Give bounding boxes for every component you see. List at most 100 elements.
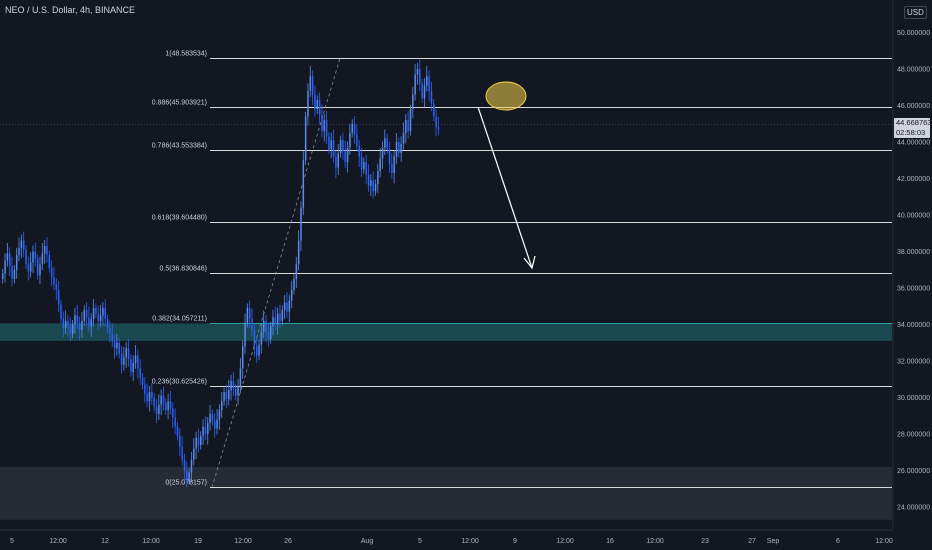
candle-body — [379, 158, 381, 172]
candle-body — [155, 406, 158, 414]
fib-label-0-886: 0.886(45.903921) — [152, 100, 207, 107]
candle-body — [302, 160, 305, 208]
candle-body — [260, 331, 263, 345]
candle-body — [209, 413, 211, 424]
candle-body — [351, 123, 353, 133]
candle-body — [398, 142, 400, 153]
fib-label-1: 1(48.583534) — [165, 51, 207, 58]
candle-body — [323, 120, 326, 132]
candle-body — [356, 134, 358, 146]
candle-body — [160, 395, 162, 405]
candle-body — [11, 266, 13, 279]
candle-body — [153, 397, 155, 407]
candle-body — [337, 152, 340, 168]
candle-body — [48, 255, 51, 268]
candle-body — [13, 269, 16, 279]
candle-body — [211, 413, 214, 422]
price-tick-label: 42.000000 — [897, 176, 930, 183]
candle-body — [251, 319, 253, 330]
candle-body — [300, 207, 302, 241]
candle-body — [190, 459, 193, 473]
price-tick-label: 36.000000 — [897, 286, 930, 293]
time-tick-label: 12:00 — [49, 538, 67, 545]
candle-body — [76, 315, 79, 323]
time-axis[interactable] — [0, 530, 893, 550]
candle-body — [50, 267, 53, 278]
candle-body — [377, 171, 379, 184]
candle-body — [120, 353, 123, 365]
candle-body — [151, 392, 153, 398]
symbol-title[interactable]: NEO / U.S. Dollar, 4h, BINANCE — [5, 5, 136, 15]
candle-body — [60, 304, 62, 320]
candle-body — [200, 435, 202, 445]
candle-body — [360, 156, 363, 170]
last-price: 44.668763 — [896, 118, 932, 127]
candle-body — [239, 368, 242, 387]
price-axis[interactable] — [893, 0, 932, 530]
candle-body — [304, 116, 307, 161]
candle-body — [67, 320, 69, 327]
candle-body — [295, 264, 298, 279]
candle-body — [71, 324, 74, 334]
candle-body — [176, 426, 179, 436]
candle-body — [433, 103, 435, 117]
candle-body — [381, 147, 384, 159]
candle-body — [148, 392, 151, 402]
candle-body — [414, 74, 416, 95]
candle-body — [419, 69, 421, 84]
candle-body — [267, 331, 270, 340]
candle-body — [4, 260, 6, 274]
price-tick-label: 46.000000 — [897, 103, 930, 110]
target-ellipse[interactable] — [485, 81, 527, 111]
candle-body — [235, 388, 237, 396]
candle-body — [118, 342, 120, 354]
time-tick-label: 12:00 — [461, 538, 479, 545]
candle-body — [311, 76, 314, 95]
candle-body — [43, 246, 46, 254]
candle-body — [286, 302, 288, 312]
time-tick-label: Aug — [361, 538, 374, 545]
candle-body — [113, 340, 116, 349]
candle-body — [90, 319, 93, 327]
price-tick-label: 30.000000 — [897, 395, 930, 402]
candle-body — [99, 315, 102, 321]
time-tick-label: 5 — [10, 538, 14, 545]
time-tick-label: 23 — [701, 538, 709, 545]
candle-body — [32, 251, 34, 263]
candle-body — [363, 162, 365, 170]
time-tick-label: 5 — [418, 538, 422, 545]
price-tick-label: 50.000000 — [897, 30, 930, 37]
candle-body — [221, 401, 223, 411]
candle-body — [41, 253, 44, 265]
time-tick-label: 16 — [606, 538, 614, 545]
candle-body — [405, 120, 407, 133]
fibonacci-retracement[interactable]: 1(48.583534) 0.886(45.903921) 0.786(43.553… — [152, 51, 892, 488]
candle-body — [435, 116, 437, 128]
candle-body — [216, 419, 218, 429]
candle-body — [130, 359, 132, 372]
candle-body — [202, 426, 204, 436]
candle-body — [158, 404, 160, 414]
candle-body — [297, 240, 300, 265]
candle-body — [116, 342, 118, 349]
currency-button[interactable]: USD — [904, 6, 927, 19]
candle-body — [349, 132, 351, 148]
candle-body — [223, 392, 225, 402]
candle-body — [125, 348, 127, 358]
candle-body — [162, 395, 165, 403]
candle-body — [365, 162, 367, 175]
projection-arrow[interactable] — [477, 106, 536, 270]
candle-body — [146, 393, 148, 402]
price-tick-label: 28.000000 — [897, 432, 930, 439]
price-tick-label: 32.000000 — [897, 359, 930, 366]
candle-body — [6, 253, 9, 261]
candle-body — [69, 326, 72, 334]
candle-body — [358, 145, 360, 157]
fib-label-0-786: 0.786(43.553384) — [152, 143, 207, 150]
candle-body — [314, 94, 316, 110]
candle-body — [279, 313, 281, 321]
candle-body — [207, 423, 209, 434]
candle-body — [290, 289, 293, 301]
candle-body — [78, 322, 81, 330]
